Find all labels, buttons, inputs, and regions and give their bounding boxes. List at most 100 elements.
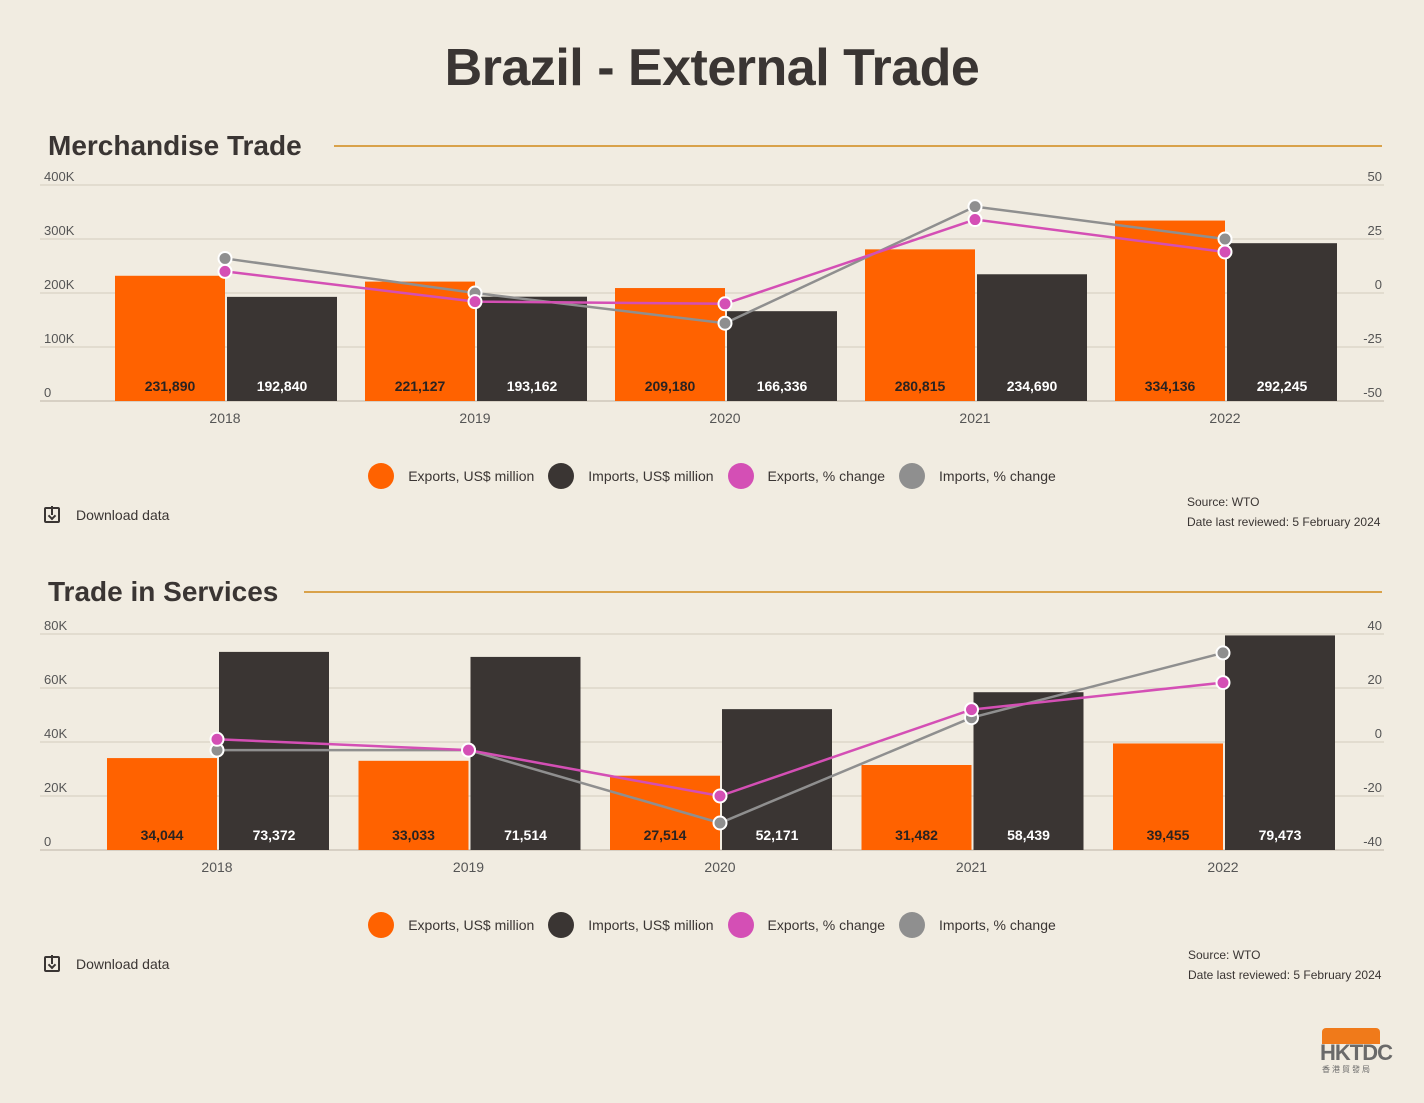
date-reviewed: Date last reviewed: 5 February 2024: [1187, 515, 1381, 529]
data-label-imports: 234,690: [1007, 378, 1058, 394]
x-tick-label: 2021: [956, 859, 987, 875]
imports-pct-point: [217, 250, 233, 266]
legend-label: Imports, US$ million: [588, 468, 714, 484]
section-title-services: Trade in Services: [48, 576, 279, 607]
legend-item-exports-pct[interactable]: Exports, % change: [727, 463, 886, 489]
source-text: Source: WTO: [1187, 495, 1260, 509]
legend-dot-imports-pct: [899, 463, 926, 489]
y-tick-label-right: 20: [1368, 672, 1382, 687]
source-text: Source: WTO: [1188, 948, 1261, 962]
services-trade-chart: 0 -40 20K -20 40K 0 60K 20 80K 40 34,044 73,372 2018…: [40, 618, 1384, 875]
bar-imports: [977, 274, 1087, 401]
section-rule: [334, 145, 1382, 147]
x-tick-label: 2022: [1209, 410, 1240, 426]
hktdc-logo: HKTDC 香港貿發局: [1318, 1026, 1393, 1076]
exports-pct-point: [467, 294, 483, 310]
x-tick-label: 2020: [709, 410, 740, 426]
exports-pct-point: [209, 731, 225, 747]
x-tick-label: 2018: [201, 859, 232, 875]
bar-exports: [1113, 743, 1223, 850]
section-rule: [304, 591, 1382, 593]
y-tick-label-right: -25: [1363, 331, 1382, 346]
data-label-imports: 292,245: [1257, 378, 1308, 394]
exports-pct-point: [964, 702, 979, 718]
bar-exports: [1115, 220, 1225, 401]
source-note: Source: WTO Date last reviewed: 5 Februa…: [1187, 492, 1380, 532]
legend-services: Exports, US$ million Imports, US$ millio…: [0, 912, 1424, 938]
bar-exports: [115, 275, 225, 401]
data-label-imports: 192,840: [257, 378, 308, 394]
y-tick-label-right: 50: [1368, 169, 1382, 184]
legend-label: Exports, US$ million: [408, 468, 535, 484]
data-label-imports: 166,336: [757, 378, 808, 394]
legend-item-imports-usd[interactable]: Imports, US$ million: [548, 912, 714, 938]
y-tick-label-right: -20: [1363, 780, 1382, 795]
data-label-exports: 209,180: [645, 378, 696, 394]
bar-exports: [358, 760, 469, 850]
download-data-button[interactable]: Download data: [44, 506, 170, 523]
download-icon: [44, 506, 60, 523]
data-label-imports: 52,171: [756, 827, 799, 843]
x-tick-label: 2019: [459, 410, 490, 426]
legend-dot-exports-usd: [368, 912, 395, 938]
logo-text: HKTDC: [1320, 1040, 1393, 1065]
legend-item-imports-pct[interactable]: Imports, % change: [899, 912, 1056, 938]
legend-label: Exports, % change: [767, 917, 886, 933]
date-reviewed: Date last reviewed: 5 February 2024: [1188, 968, 1382, 982]
exports-pct-point: [1217, 244, 1233, 260]
x-tick-label: 2019: [453, 859, 484, 875]
bar-imports: [227, 296, 337, 401]
bar-exports: [365, 281, 475, 401]
download-label: Download data: [76, 956, 170, 972]
legend-item-imports-pct[interactable]: Imports, % change: [899, 463, 1056, 489]
legend-item-exports-usd[interactable]: Exports, US$ million: [368, 463, 534, 489]
legend-dot-imports-usd: [548, 463, 575, 489]
y-tick-label-left: 0: [44, 385, 51, 400]
exports-pct-point: [1215, 675, 1231, 691]
legend-dot-exports-pct: [727, 912, 754, 938]
section-title-merchandise: Merchandise Trade: [48, 130, 302, 161]
bar-exports: [615, 288, 725, 401]
data-label-imports: 71,514: [504, 827, 547, 843]
y-tick-label-right: 0: [1375, 726, 1382, 741]
data-label-exports: 280,815: [895, 378, 946, 394]
y-tick-label-left: 0: [44, 834, 51, 849]
y-tick-label-right: 40: [1368, 618, 1382, 633]
data-label-exports: 221,127: [395, 378, 446, 394]
bar-imports: [973, 692, 1084, 850]
exports-pct-point: [461, 742, 476, 758]
legend-item-exports-pct[interactable]: Exports, % change: [727, 912, 886, 938]
data-label-exports: 231,890: [145, 378, 196, 394]
legend-label: Imports, US$ million: [588, 917, 714, 933]
merchandise-trade-chart: 0 -50 100K -25 200K 0 300K 25 400K 50 231,890 192,8…: [40, 169, 1384, 426]
y-tick-label-left: 200K: [44, 277, 75, 292]
data-label-imports: 193,162: [507, 378, 558, 394]
legend-item-imports-usd[interactable]: Imports, US$ million: [548, 463, 714, 489]
y-tick-label-right: 0: [1375, 277, 1382, 292]
legend-item-exports-usd[interactable]: Exports, US$ million: [368, 912, 534, 938]
legend-label: Imports, % change: [939, 917, 1056, 933]
y-tick-label-left: 20K: [44, 780, 67, 795]
data-label-exports: 334,136: [1145, 378, 1196, 394]
legend-label: Exports, US$ million: [408, 917, 535, 933]
imports-pct-point: [967, 199, 983, 215]
download-data-button[interactable]: Download data: [44, 955, 170, 972]
download-label: Download data: [76, 507, 170, 523]
source-note: Source: WTO Date last reviewed: 5 Februa…: [1188, 945, 1381, 985]
y-tick-label-left: 100K: [44, 331, 75, 346]
y-tick-label-left: 60K: [44, 672, 67, 687]
imports-pct-point: [712, 815, 728, 831]
exports-pct-point: [217, 263, 233, 279]
y-tick-label-left: 400K: [44, 169, 75, 184]
bar-imports: [727, 311, 837, 401]
x-tick-label: 2020: [704, 859, 735, 875]
data-label-exports: 39,455: [1147, 827, 1190, 843]
bar-imports: [1227, 243, 1337, 401]
bar-imports: [1225, 635, 1335, 850]
imports-pct-point: [1215, 645, 1231, 661]
legend-label: Exports, % change: [767, 468, 886, 484]
legend-dot-exports-usd: [368, 463, 395, 489]
exports-pct-point: [717, 296, 733, 312]
legend-dot-exports-pct: [727, 463, 754, 489]
imports-pct-point: [1217, 231, 1233, 247]
